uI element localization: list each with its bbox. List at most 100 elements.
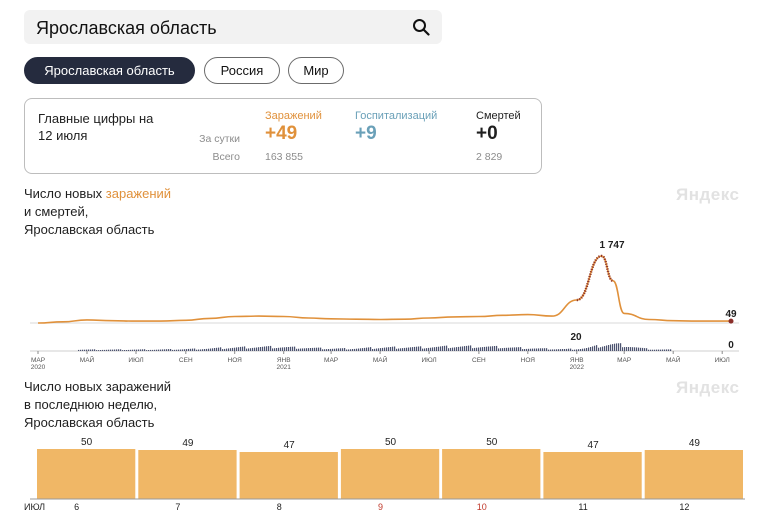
deaths-bar [670, 349, 672, 351]
deaths-bar [494, 346, 496, 351]
deaths-bar [446, 345, 448, 351]
deaths-bar [592, 346, 594, 351]
tab-russia[interactable]: Россия [204, 57, 280, 84]
deaths-bar [376, 348, 378, 351]
deaths-bar [596, 345, 598, 351]
month-tick-label: ИЮЛ [128, 357, 143, 364]
deaths-bar [196, 349, 198, 351]
deaths-bar [650, 349, 652, 351]
weekly-bar[interactable] [37, 449, 136, 499]
weekly-day-label: 8 [277, 502, 282, 511]
deaths-bar [594, 345, 596, 351]
search-bar[interactable]: Ярославская область [24, 10, 442, 44]
deaths-bar [624, 347, 626, 351]
deaths-bar [238, 347, 240, 351]
weekly-bar-value: 49 [689, 438, 701, 449]
deaths-bar [272, 348, 274, 351]
deaths-bar [386, 347, 388, 351]
deaths-bar [402, 348, 404, 351]
tab-yaroslavl-region[interactable]: Ярославская область [24, 57, 195, 84]
deaths-bar [588, 347, 590, 351]
deaths-bar [346, 349, 348, 351]
deaths-bar [80, 349, 82, 351]
deaths-bar [634, 347, 636, 351]
deaths-bar [288, 347, 290, 351]
deaths-bar [522, 349, 524, 351]
row-label-day: За сутки [199, 133, 240, 145]
month-tick-label: МАЙ [666, 355, 681, 364]
weekly-day-label: 11 [578, 502, 587, 511]
deaths-bar [182, 349, 184, 351]
deaths-bar [278, 347, 280, 351]
infections-line [37, 255, 731, 324]
deaths-bar [184, 349, 186, 351]
weekly-bar-value: 50 [486, 437, 498, 448]
deaths-bar [260, 347, 262, 351]
weekly-bar[interactable] [138, 450, 237, 499]
deaths-bar [200, 349, 202, 351]
deaths-bar [230, 348, 232, 351]
weekly-bar[interactable] [239, 452, 338, 499]
weekly-bar[interactable] [442, 449, 541, 499]
infections-day: +49 [265, 123, 298, 144]
deaths-bar [140, 349, 142, 351]
search-icon[interactable] [412, 18, 430, 36]
deaths-bar [478, 347, 480, 351]
deaths-bar [512, 347, 514, 351]
deaths-bar [322, 349, 324, 351]
deaths-bar [156, 349, 158, 351]
deaths-bar [248, 348, 250, 351]
weekly-bar[interactable] [543, 452, 642, 499]
deaths-bar [602, 346, 604, 351]
deaths-bar [220, 347, 222, 351]
deaths-bar [374, 348, 376, 351]
deaths-bar [358, 348, 360, 351]
deaths-bar [216, 347, 218, 351]
deaths-bar [102, 349, 104, 351]
deaths-bar [428, 347, 430, 351]
deaths-bar [172, 349, 174, 351]
deaths-bar [506, 347, 508, 351]
weekly-bar[interactable] [340, 449, 440, 499]
deaths-bar [406, 347, 408, 351]
row-label-total: Всего [212, 151, 240, 163]
deaths-bar [130, 349, 132, 351]
deaths-bar [336, 348, 338, 351]
deaths-bar [284, 347, 286, 351]
deaths-bar [88, 349, 90, 351]
weekly-day-label: 10 [477, 502, 487, 511]
deaths-bar [566, 348, 568, 351]
deaths-bar [384, 347, 386, 351]
deaths-bar [600, 347, 602, 351]
search-input[interactable]: Ярославская область [36, 18, 217, 38]
deaths-bar [440, 346, 442, 351]
deaths-bar [126, 350, 128, 351]
deaths-bar [572, 349, 574, 351]
deaths-bar [310, 348, 312, 351]
month-tick-label: МАР [324, 357, 338, 364]
deaths-bar [576, 349, 578, 351]
deaths-bar [158, 349, 160, 351]
deaths-bar [630, 347, 632, 351]
deaths-bar [426, 348, 428, 351]
deaths-bar [546, 348, 548, 351]
weekly-bar[interactable] [644, 450, 743, 499]
deaths-bar [344, 348, 346, 351]
deaths-bar [312, 347, 314, 351]
deaths-bar [348, 349, 350, 351]
deaths-bar [582, 348, 584, 351]
deaths-bar [378, 348, 380, 351]
deaths-bar [584, 348, 586, 351]
deaths-bar [632, 347, 634, 351]
deaths-bar [350, 349, 352, 351]
tab-world[interactable]: Мир [288, 57, 344, 84]
deaths-bar [164, 349, 166, 351]
deaths-bar [268, 346, 270, 351]
deaths-bar [508, 347, 510, 351]
weekly-bar-value: 47 [284, 440, 296, 451]
month-tick-label: НОЯ [521, 357, 536, 364]
deaths-bar [362, 348, 364, 351]
deaths-bar [214, 348, 216, 351]
month-tick-label: СЕН [472, 357, 486, 364]
deaths-bar [614, 343, 616, 351]
